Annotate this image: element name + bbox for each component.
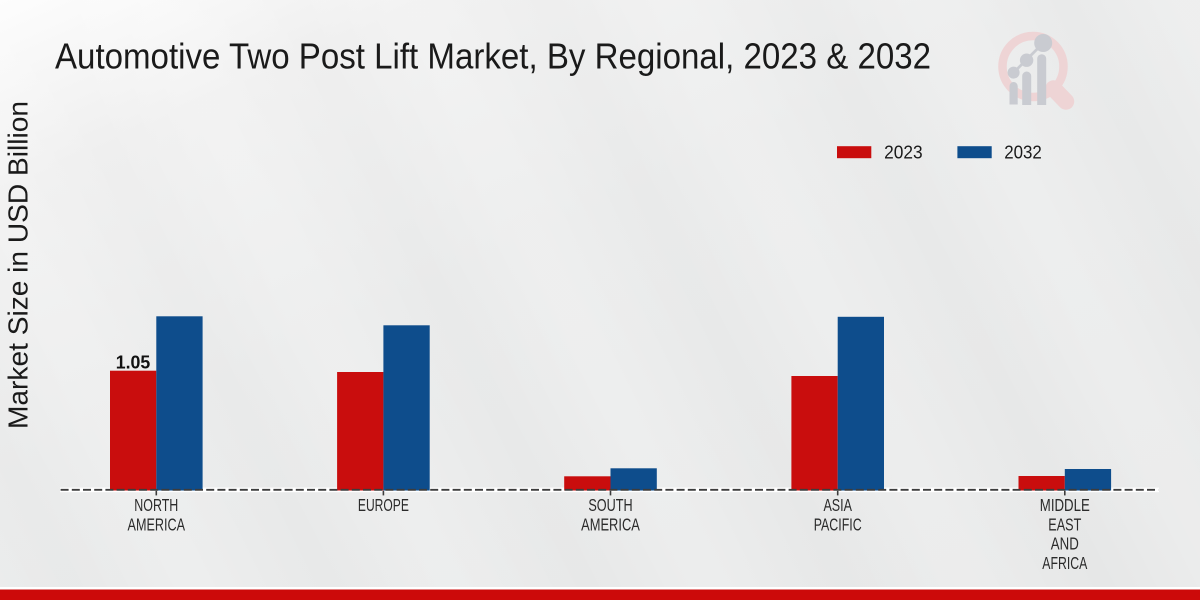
- svg-text:SOUTH: SOUTH: [588, 495, 632, 515]
- svg-text:Market Size in USD Billion: Market Size in USD Billion: [3, 101, 34, 429]
- svg-text:EAST: EAST: [1048, 514, 1081, 534]
- svg-text:AND: AND: [1051, 534, 1079, 554]
- svg-text:Automotive Two Post Lift Marke: Automotive Two Post Lift Market, By Regi…: [55, 36, 931, 77]
- svg-text:NORTH: NORTH: [134, 495, 178, 515]
- svg-text:AFRICA: AFRICA: [1042, 553, 1087, 573]
- svg-text:PACIFIC: PACIFIC: [814, 514, 862, 534]
- svg-text:MIDDLE: MIDDLE: [1040, 495, 1090, 515]
- svg-text:EUROPE: EUROPE: [358, 495, 409, 515]
- svg-text:AMERICA: AMERICA: [581, 514, 640, 534]
- svg-text:ASIA: ASIA: [823, 495, 852, 515]
- svg-text:1.05: 1.05: [116, 351, 151, 372]
- svg-text:AMERICA: AMERICA: [128, 514, 186, 534]
- svg-text:2023: 2023: [884, 142, 923, 163]
- svg-text:2032: 2032: [1004, 142, 1042, 163]
